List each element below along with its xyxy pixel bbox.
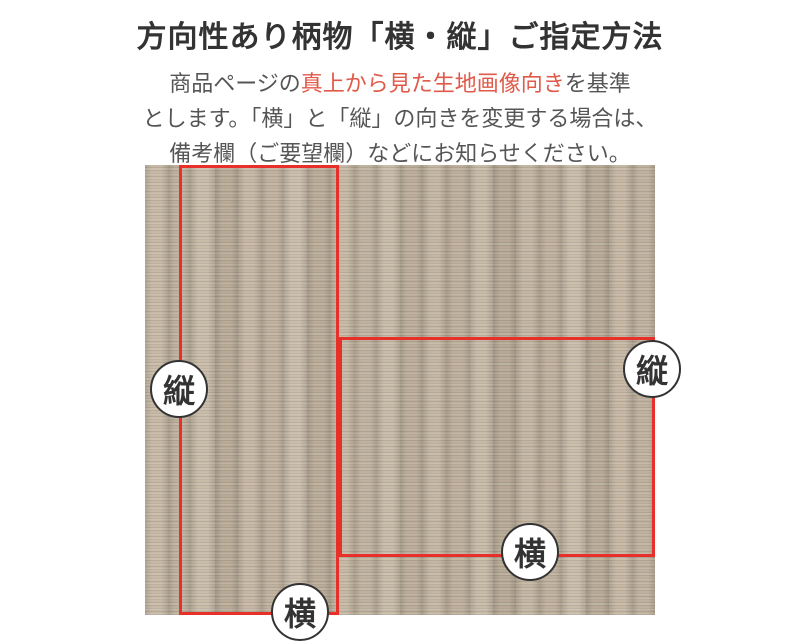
desc-line1-pre: 商品ページの xyxy=(169,71,301,96)
desc-line2: とします。「横」と「縦」の向きを変更する場合は、 xyxy=(143,106,658,131)
horizontal-rect-outline xyxy=(339,337,655,557)
dimension-label: 横 xyxy=(271,583,329,641)
orientation-diagram: 縦横縦横 xyxy=(145,165,655,615)
desc-line1-post: を基準 xyxy=(565,71,631,96)
dimension-label: 縦 xyxy=(623,340,681,398)
page-title: 方向性あり柄物「横・縦」ご指定方法 xyxy=(0,0,800,56)
dimension-label: 横 xyxy=(501,523,559,581)
dimension-label: 縦 xyxy=(150,360,208,418)
desc-highlight: 真上から見た生地画像向き xyxy=(301,71,565,96)
desc-line3: 備考欄（ご要望欄）などにお知らせください。 xyxy=(169,141,631,166)
description: 商品ページの真上から見た生地画像向きを基準 とします。「横」と「縦」の向きを変更… xyxy=(0,66,800,172)
